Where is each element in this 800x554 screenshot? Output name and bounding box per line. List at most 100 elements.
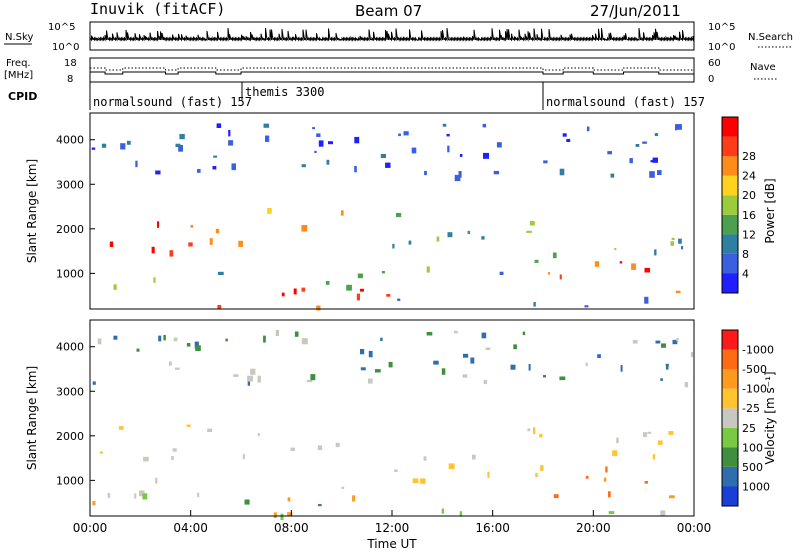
heatmap-cell [340,210,344,216]
heatmap-cell [566,138,571,142]
nsearch-label: N.Search [748,32,793,43]
heatmap-cell [396,212,402,217]
nsearch-tick-top: 10^5 [708,22,735,33]
heatmap-cell [218,271,224,275]
heatmap-cell [562,133,567,137]
colorbar-swatch [722,175,738,196]
heatmap-cell [346,284,352,291]
heatmap-cell [552,252,557,259]
heatmap-cell [612,450,618,457]
heatmap-cell [228,129,231,137]
heatmap-cell [247,375,253,382]
heatmap-cell [642,141,647,144]
colorbar-tick-label: 16 [742,209,756,222]
heatmap-cell [462,374,468,378]
heatmap-cell [294,331,299,337]
heatmap-cell [356,293,360,301]
heatmap-cell [459,511,463,517]
heatmap-cell [441,368,446,375]
heatmap-cell [107,493,111,498]
heatmap-cell [585,362,588,367]
velocity-y-axis: 1000 2000 3000 4000 [56,341,95,487]
heatmap-cell [228,140,234,146]
heatmap-cell [644,296,649,304]
colorbar-swatch [722,447,738,467]
heatmap-cell [676,338,679,342]
x-tick-label-5: 20:00 [576,521,611,535]
colorbar-tick-label: 1000 [742,480,770,493]
heatmap-cell [678,238,682,244]
freq-label: Freq. [6,58,31,69]
heatmap-cell [616,437,619,444]
heatmap-cell [397,298,401,301]
heatmap-cell [635,144,640,147]
heatmap-cell [655,340,661,344]
colorbar-swatch [722,195,738,215]
heatmap-cell [194,341,199,349]
heatmap-cell [459,154,463,157]
heatmap-cell [265,135,270,142]
nsky-label: N.Sky [5,32,33,43]
heatmap-cell [354,136,360,144]
heatmap-cell [608,511,615,515]
y-tick-label-4000: 4000 [56,134,84,147]
heatmap-cell [244,499,250,505]
heatmap-cell [447,232,453,238]
heatmap-cell [652,157,658,163]
heatmap-cell [325,281,330,285]
colorbar-swatch [722,388,738,409]
heatmap-cell [485,347,491,350]
colorbar-swatch [722,486,738,506]
heatmap-cell [359,288,364,292]
colorbar-tick-label: -25 [742,402,760,415]
colorbar-swatch [722,253,738,274]
colorbar-swatch [722,214,738,235]
heatmap-cell [92,501,96,506]
x-tick-label-2: 08:00 [274,521,309,535]
heatmap-cell [257,375,261,383]
heatmap-cell [463,353,469,358]
heatmap-cell [675,124,678,131]
heatmap-cell [301,287,306,292]
heatmap-cell [312,127,315,130]
y-tick-label-4000: 4000 [56,341,84,354]
velocity-colorbar: 1000 500 100 25 -25 -100 -500 -1000 [721,329,774,507]
heatmap-cell [158,335,162,342]
x-tick-label-3: 12:00 [375,521,410,535]
heatmap-cell [481,236,485,240]
heatmap-cell [368,350,373,358]
heatmap-cell [293,288,297,295]
heatmap-cell [681,245,684,250]
heatmap-cell [173,337,178,342]
heatmap-cell [190,224,194,228]
heatmap-cell [97,338,102,345]
heatmap-cell [143,456,149,462]
heatmap-cell [672,339,678,345]
heatmap-cell [660,378,663,381]
heatmap-cell [533,427,536,435]
heatmap-cell [534,259,539,263]
time-axis: 00:00 04:00 08:00 12:00 16:00 20:00 00:00 [73,510,711,535]
heatmap-cell [493,170,500,175]
heatmap-cell [99,451,103,454]
heatmap-cell [543,160,548,164]
heatmap-cell [458,171,462,178]
heatmap-cell [529,220,535,226]
station-title: Inuvik (fitACF) [90,0,225,18]
heatmap-cell [447,145,450,153]
heatmap-cell [670,241,674,246]
heatmap-cell [408,240,412,245]
freq-trace [90,71,694,75]
heatmap-cell [482,123,487,128]
nave-label: Nave [750,62,776,73]
heatmap-cell [360,367,366,371]
colorbar-tick-label: 28 [742,150,756,163]
heatmap-cell [654,249,657,256]
heatmap-cell [186,424,191,427]
heatmap-cell [647,431,652,434]
heatmap-cell [614,248,617,251]
heatmap-cell [487,471,490,478]
heatmap-cell [597,354,601,358]
colorbar-swatch [722,408,738,428]
